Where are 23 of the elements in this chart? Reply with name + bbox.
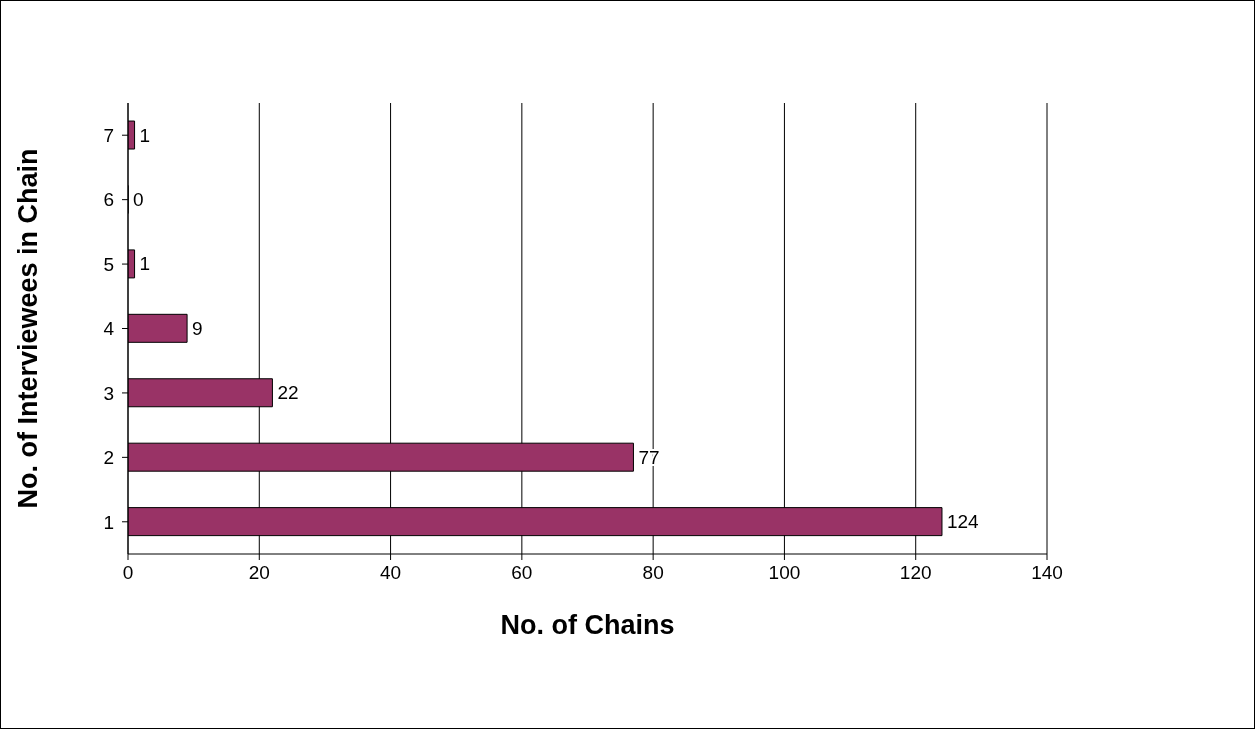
y-axis-title: No. of Interviewees in Chain — [12, 148, 43, 509]
y-tick-label: 3 — [103, 382, 114, 404]
y-tick-label: 4 — [103, 318, 115, 340]
x-tick-label: 80 — [642, 562, 664, 584]
data-label: 0 — [133, 188, 144, 210]
x-tick-label: 120 — [899, 562, 932, 584]
x-tick-label: 0 — [122, 562, 134, 584]
x-axis-title: No. of Chains — [500, 610, 675, 640]
data-label: 9 — [192, 317, 203, 339]
x-tick-label: 100 — [768, 562, 801, 584]
data-label: 1 — [139, 253, 151, 275]
x-tick-label: 140 — [1031, 562, 1063, 584]
data-label: 22 — [277, 382, 299, 404]
x-tick-label: 20 — [248, 562, 270, 584]
x-tick-label: 40 — [380, 562, 402, 584]
y-tick-label: 2 — [103, 447, 114, 469]
data-label: 1 — [139, 124, 151, 146]
y-tick-label: 7 — [103, 124, 114, 146]
y-tick-label: 5 — [103, 253, 114, 275]
y-tick-label: 1 — [103, 511, 114, 533]
data-label: 124 — [946, 511, 980, 533]
y-tick-label: 6 — [103, 189, 114, 211]
x-tick-label: 60 — [511, 562, 533, 584]
